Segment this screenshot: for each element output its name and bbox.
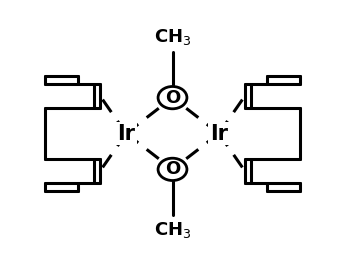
Text: O: O bbox=[165, 160, 180, 178]
Text: O: O bbox=[165, 89, 180, 107]
Circle shape bbox=[158, 87, 187, 109]
Text: Ir: Ir bbox=[210, 124, 228, 143]
Text: Ir: Ir bbox=[117, 124, 135, 143]
Circle shape bbox=[158, 158, 187, 180]
Text: CH$_3$: CH$_3$ bbox=[154, 221, 191, 241]
Text: CH$_3$: CH$_3$ bbox=[154, 26, 191, 46]
